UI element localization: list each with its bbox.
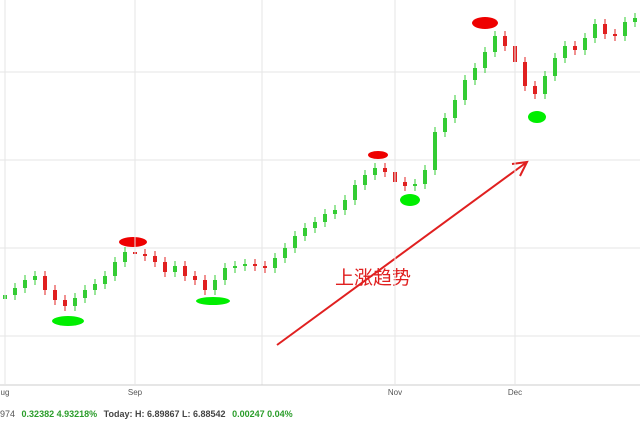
markers: [52, 17, 546, 326]
candle-body: [63, 300, 67, 306]
status-diff: 0.32382 4.93218%: [21, 409, 98, 419]
candle-body: [33, 276, 37, 280]
candle-body: [23, 280, 27, 288]
candle-body: [83, 290, 87, 298]
high-marker: [368, 151, 388, 159]
candle-body: [333, 210, 337, 214]
candle-body: [193, 276, 197, 280]
candle-body: [593, 24, 597, 38]
candle-body: [573, 46, 577, 50]
candle-body: [93, 284, 97, 290]
x-tick-label: ug: [1, 388, 10, 397]
candle-body: [303, 228, 307, 236]
candle-body: [73, 298, 77, 306]
candle-body: [253, 264, 257, 266]
candle-body: [313, 222, 317, 228]
candle-body: [533, 86, 537, 94]
low-marker: [52, 316, 84, 326]
candle-body: [483, 52, 487, 68]
candle-body: [233, 266, 237, 268]
candle-body: [283, 248, 287, 258]
annotation: 上涨趋势: [335, 267, 411, 289]
candle-body: [523, 62, 527, 86]
high-marker: [119, 237, 147, 247]
candle-body: [583, 38, 587, 50]
candle-body: [463, 80, 467, 100]
candle-body: [443, 118, 447, 132]
candle-body: [453, 100, 457, 118]
candle-body: [13, 288, 17, 295]
candle-body: [423, 170, 427, 184]
x-tick-label: Nov: [388, 388, 402, 397]
candle-body: [433, 132, 437, 170]
candle-body: [373, 168, 377, 175]
candle-body: [173, 266, 177, 272]
status-change: 974: [0, 409, 16, 419]
candle-body: [183, 266, 187, 276]
candle-body: [293, 236, 297, 248]
trend-arrow: [276, 160, 529, 346]
candle-body: [403, 182, 407, 186]
candle-body: [53, 290, 57, 300]
candle-body: [153, 256, 157, 262]
grid: [0, 0, 640, 385]
candle-body: [623, 22, 627, 36]
candle-body: [613, 34, 617, 36]
candle-body: [353, 185, 357, 200]
candle-body: [363, 175, 367, 185]
candle-body: [203, 280, 207, 290]
candle-body: [123, 252, 127, 262]
candle-body: [563, 46, 567, 58]
candle-body: [503, 36, 507, 46]
low-marker: [528, 111, 546, 123]
candle-body: [413, 184, 417, 186]
candle-body: [323, 214, 327, 222]
status-today: Today: H: 6.89867 L: 6.88542: [103, 409, 226, 419]
candle-body: [273, 258, 277, 268]
status-bar: 974 0.32382 4.93218% Today: H: 6.89867 L…: [0, 404, 640, 424]
arrow-line: [276, 161, 528, 346]
candle-body: [343, 200, 347, 210]
candle-body: [113, 262, 117, 276]
high-marker: [472, 17, 498, 29]
x-tick-label: Dec: [508, 388, 522, 397]
candle-body: [243, 264, 247, 266]
low-marker: [400, 194, 420, 206]
candle-body: [383, 168, 387, 172]
candle-body: [143, 254, 147, 256]
low-marker: [196, 297, 230, 305]
candle-body: [43, 276, 47, 290]
candle-body: [103, 276, 107, 284]
candle-body: [213, 280, 217, 290]
candle-body: [493, 36, 497, 52]
candle-body: [473, 68, 477, 80]
candle-body: [223, 268, 227, 280]
arrow-head: [511, 160, 529, 177]
candle-body: [603, 24, 607, 34]
candle-body: [553, 58, 557, 76]
chart: 上涨趋势 ug Sep Nov Dec: [0, 0, 640, 397]
candle-body: [163, 262, 167, 272]
candle-body: [263, 266, 267, 268]
candle-body: [543, 76, 547, 94]
plot: [3, 13, 637, 311]
x-tick-label: Sep: [128, 388, 143, 397]
status-today-change: 0.00247 0.04%: [232, 409, 293, 419]
candle-body: [633, 18, 637, 22]
